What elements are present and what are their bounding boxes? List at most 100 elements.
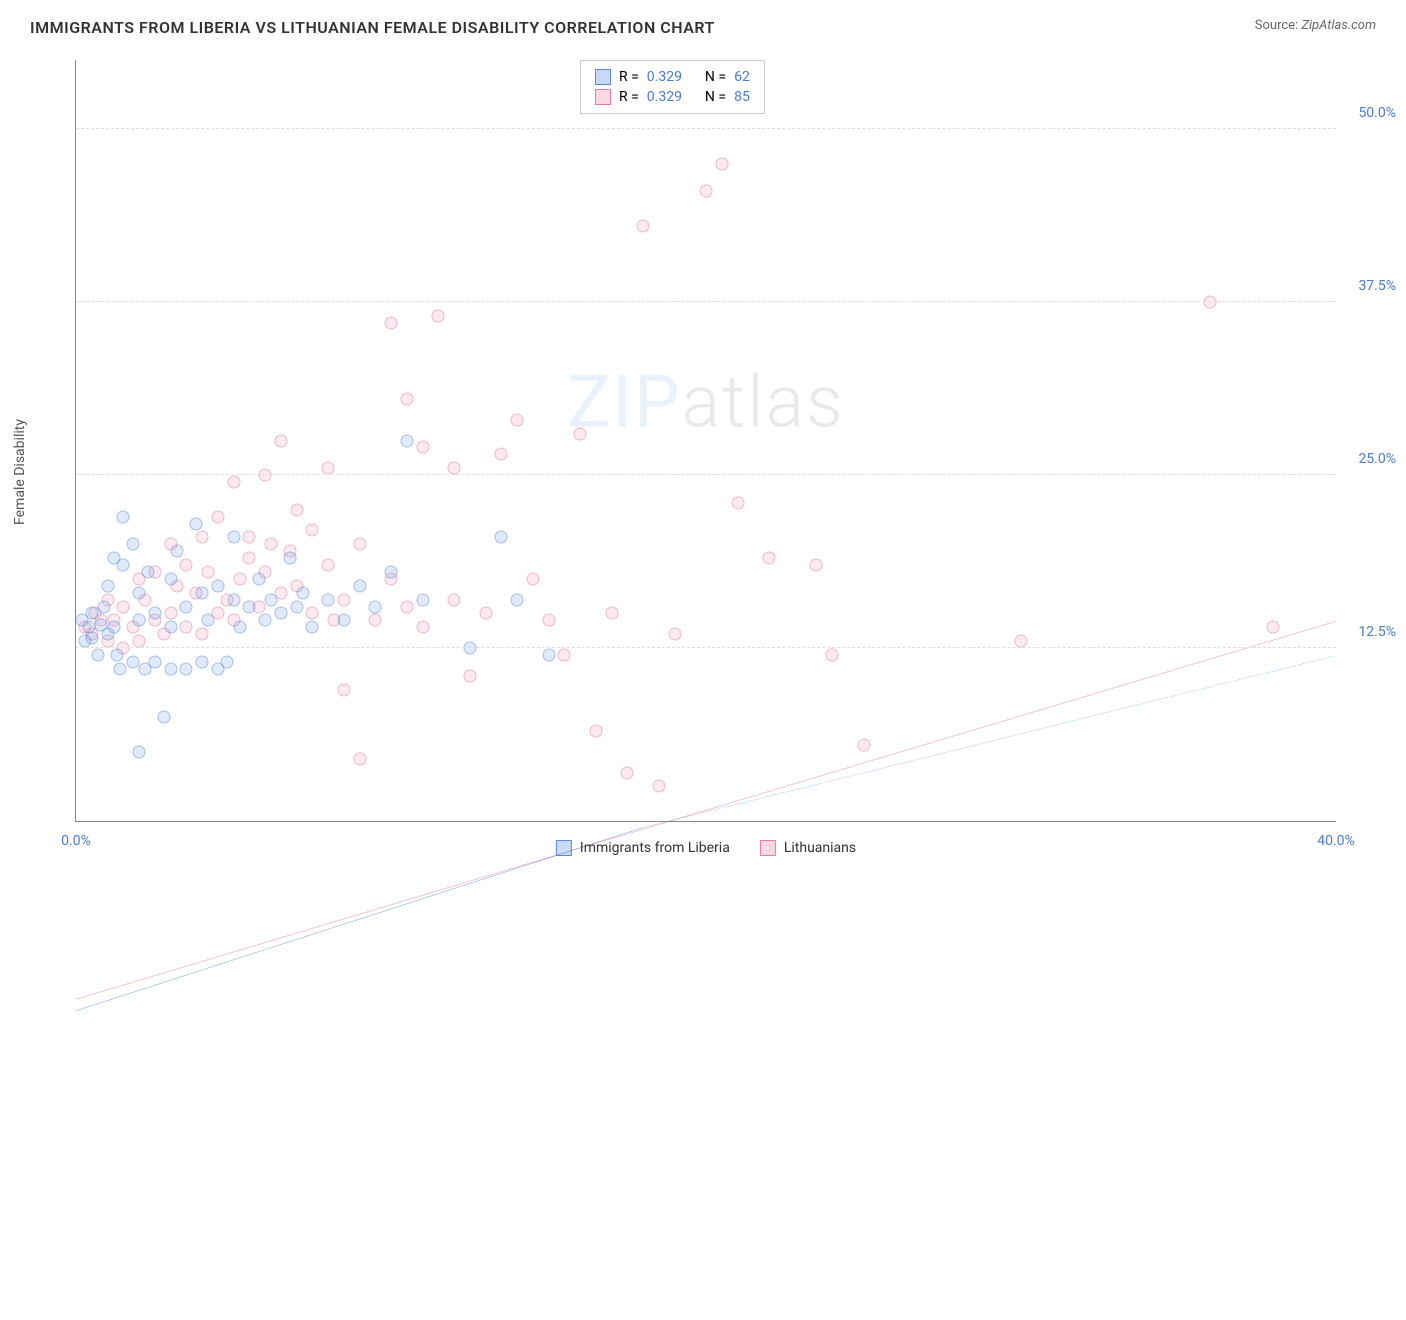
scatter-point-a — [259, 614, 272, 627]
y-tick-label: 25.0% — [1341, 451, 1396, 467]
y-tick-label: 50.0% — [1341, 105, 1396, 121]
scatter-point-b — [448, 462, 461, 475]
scatter-point-a — [117, 510, 130, 523]
scatter-point-a — [369, 600, 382, 613]
swatch-series-a — [556, 840, 572, 856]
scatter-point-a — [227, 593, 240, 606]
scatter-point-a — [126, 655, 139, 668]
scatter-point-b — [322, 462, 335, 475]
scatter-point-b — [117, 600, 130, 613]
scatter-point-a — [202, 614, 215, 627]
chart-header: IMMIGRANTS FROM LIBERIA VS LITHUANIAN FE… — [0, 0, 1406, 37]
scatter-point-a — [98, 600, 111, 613]
scatter-point-b — [1015, 635, 1028, 648]
scatter-point-b — [715, 157, 728, 170]
scatter-point-a — [107, 621, 120, 634]
scatter-point-a — [353, 579, 366, 592]
source-value: ZipAtlas.com — [1301, 18, 1376, 33]
scatter-point-b — [196, 628, 209, 641]
scatter-point-b — [826, 648, 839, 661]
scatter-plot: ZIPatlas R = 0.329 N = 62 R = 0.329 N = … — [75, 60, 1336, 822]
x-tick-label: 0.0% — [61, 833, 91, 849]
scatter-point-b — [180, 559, 193, 572]
scatter-point-a — [306, 621, 319, 634]
scatter-point-a — [495, 531, 508, 544]
scatter-point-b — [306, 524, 319, 537]
scatter-point-b — [432, 309, 445, 322]
scatter-point-b — [133, 635, 146, 648]
gridline — [76, 301, 1336, 302]
scatter-point-a — [322, 593, 335, 606]
scatter-point-b — [589, 725, 602, 738]
scatter-point-b — [763, 552, 776, 565]
scatter-point-a — [221, 655, 234, 668]
scatter-point-a — [284, 552, 297, 565]
scatter-point-a — [227, 531, 240, 544]
scatter-point-a — [164, 621, 177, 634]
x-tick-label: 40.0% — [1317, 833, 1355, 849]
scatter-point-a — [142, 565, 155, 578]
scatter-point-b — [1267, 621, 1280, 634]
scatter-point-b — [416, 441, 429, 454]
scatter-point-a — [180, 662, 193, 675]
scatter-point-b — [416, 621, 429, 634]
scatter-point-b — [369, 614, 382, 627]
scatter-point-b — [511, 413, 524, 426]
scatter-point-b — [243, 531, 256, 544]
scatter-point-b — [202, 565, 215, 578]
scatter-point-a — [101, 579, 114, 592]
scatter-point-a — [148, 655, 161, 668]
y-tick-label: 37.5% — [1341, 278, 1396, 294]
scatter-point-b — [265, 538, 278, 551]
scatter-point-b — [542, 614, 555, 627]
scatter-point-b — [290, 503, 303, 516]
scatter-point-a — [463, 642, 476, 655]
scatter-point-a — [114, 662, 127, 675]
scatter-point-b — [448, 593, 461, 606]
scatter-point-b — [463, 669, 476, 682]
series-a-label: Immigrants from Liberia — [580, 840, 730, 856]
scatter-point-a — [196, 655, 209, 668]
scatter-point-a — [385, 565, 398, 578]
scatter-point-a — [265, 593, 278, 606]
scatter-point-b — [211, 510, 224, 523]
scatter-point-b — [353, 752, 366, 765]
scatter-point-b — [731, 496, 744, 509]
legend-item-series-b: Lithuanians — [760, 840, 856, 856]
source-attribution: Source: ZipAtlas.com — [1255, 18, 1376, 37]
scatter-point-b — [700, 185, 713, 198]
scatter-point-a — [233, 621, 246, 634]
gridline — [76, 474, 1336, 475]
scatter-point-a — [196, 586, 209, 599]
source-label: Source: — [1255, 18, 1298, 33]
scatter-point-a — [133, 614, 146, 627]
chart-title: IMMIGRANTS FROM LIBERIA VS LITHUANIAN FE… — [30, 18, 715, 37]
scatter-point-b — [196, 531, 209, 544]
scatter-point-b — [400, 393, 413, 406]
scatter-point-b — [385, 316, 398, 329]
scatter-point-a — [296, 586, 309, 599]
scatter-point-a — [170, 545, 183, 558]
scatter-point-a — [252, 572, 265, 585]
scatter-point-a — [85, 607, 98, 620]
scatter-point-b — [1204, 296, 1217, 309]
scatter-point-a — [110, 648, 123, 661]
scatter-point-a — [180, 600, 193, 613]
series-b-label: Lithuanians — [784, 840, 856, 856]
scatter-point-b — [857, 738, 870, 751]
scatter-point-b — [400, 600, 413, 613]
y-tick-label: 12.5% — [1341, 624, 1396, 640]
scatter-point-a — [117, 559, 130, 572]
scatter-point-a — [92, 648, 105, 661]
scatter-point-b — [479, 607, 492, 620]
scatter-point-a — [164, 662, 177, 675]
scatter-point-a — [148, 607, 161, 620]
scatter-point-b — [353, 538, 366, 551]
scatter-point-b — [274, 434, 287, 447]
scatter-point-a — [189, 517, 202, 530]
scatter-point-a — [158, 711, 171, 724]
scatter-point-a — [511, 593, 524, 606]
scatter-point-a — [85, 632, 98, 645]
scatter-point-b — [621, 766, 634, 779]
gridline — [76, 647, 1336, 648]
